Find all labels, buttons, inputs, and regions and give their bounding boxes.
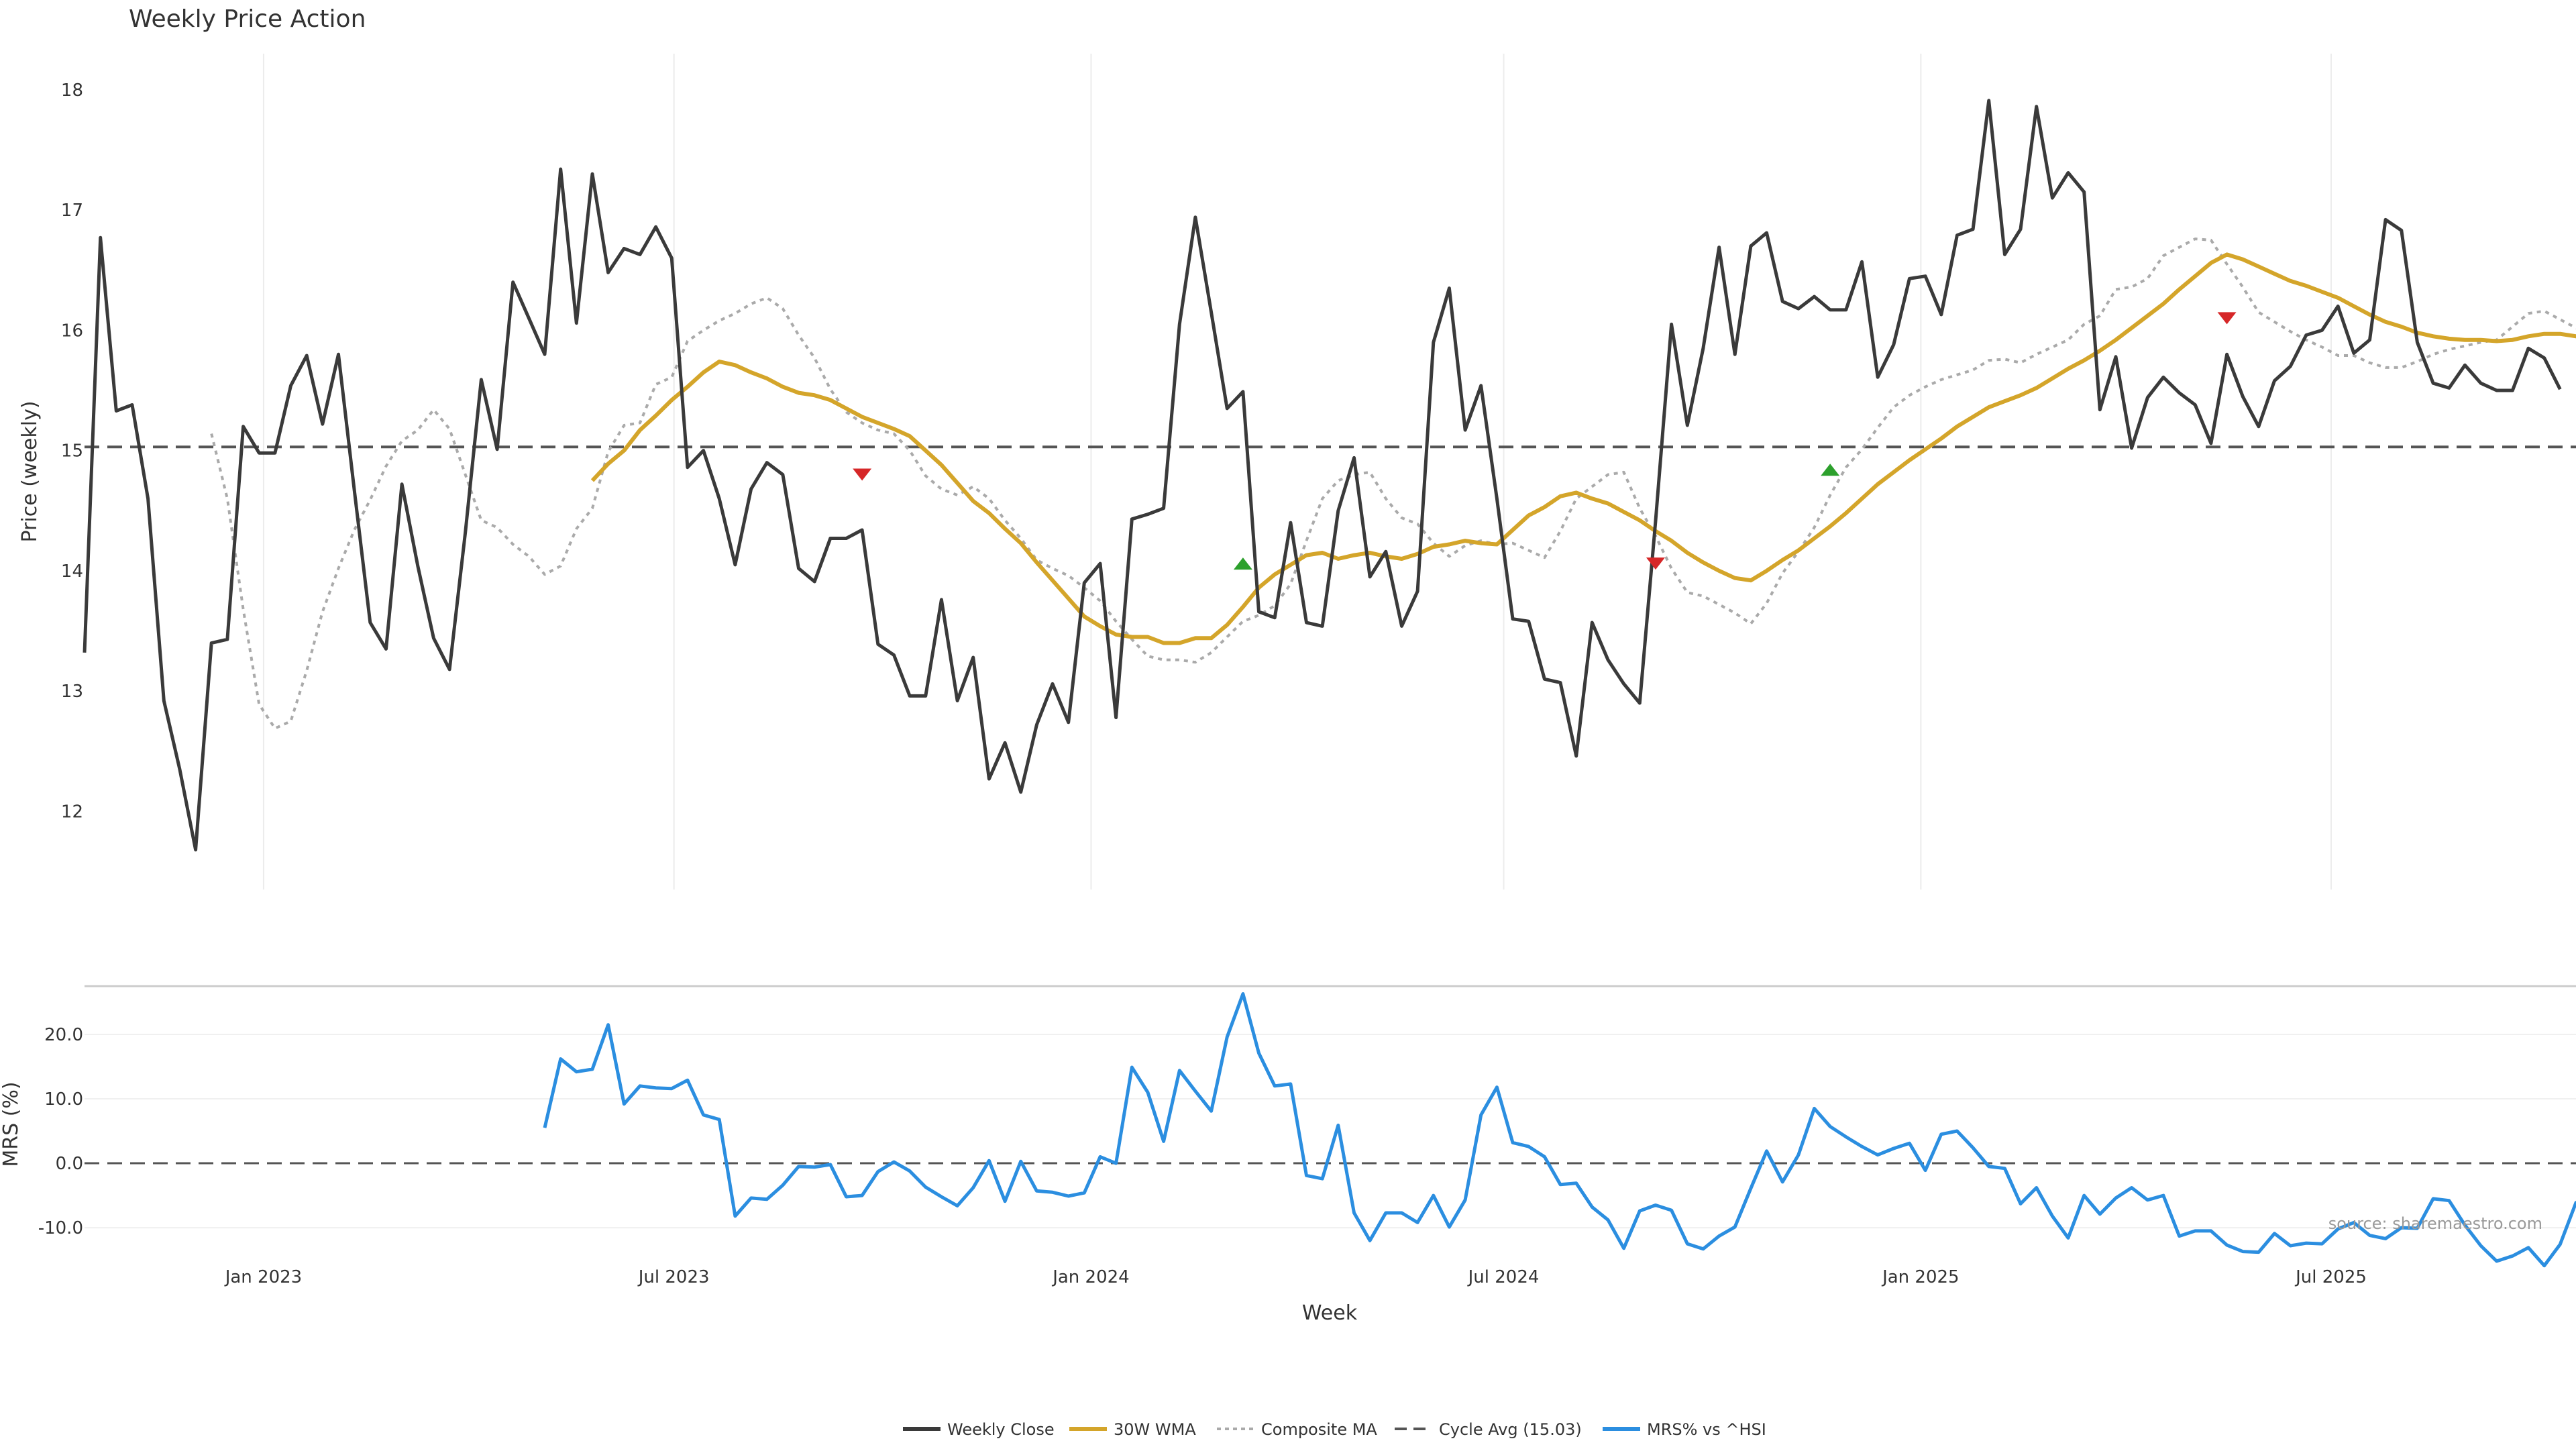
x-axis-label: Week [1302,1301,1358,1325]
price-axis-label: Price (weekly) [18,400,42,542]
x-tick-label: Jul 2023 [637,1267,710,1287]
x-tick-label: Jul 2025 [2294,1267,2367,1287]
legend-label: MRS% vs ^HSI [1647,1420,1766,1439]
legend-label: Weekly Close [947,1420,1055,1439]
signal-up-marker [1233,557,1252,570]
mrs-y-tick-label: 20.0 [44,1025,83,1045]
mrs-y-tick-label: 0.0 [56,1154,83,1174]
mrs-panel: 20.0 10.0 0.0 -10.0 [38,985,2576,1268]
x-tick-label: Jan 2025 [1881,1267,1960,1287]
price-y-tick-label: 14 [61,561,83,582]
legend-label: Composite MA [1261,1420,1377,1439]
x-tick-label: Jan 2024 [1051,1267,1130,1287]
x-axis: Jan 2023 Jul 2023 Jan 2024 Jul 2024 Jan 2025… [224,1267,2367,1287]
price-y-tick-label: 15 [61,441,83,462]
price-y-tick-label: 12 [61,802,83,822]
legend-label: 30W WMA [1114,1420,1196,1439]
signal-down-marker [853,468,872,481]
price-panel: 12 13 14 15 16 17 18 [61,80,2576,852]
grid [262,54,2332,890]
price-y-tick-label: 13 [61,682,83,702]
signal-down-marker [1646,557,1665,570]
legend-label: Cycle Avg (15.03) [1439,1420,1582,1439]
x-tick-label: Jan 2023 [224,1267,303,1287]
source-note: source: sharemaestro.com [2328,1214,2542,1233]
price-y-tick-label: 17 [61,201,83,221]
chart-title: Weekly Price Action [129,5,366,33]
composite-ma-line [210,237,2576,730]
x-tick-label: Jul 2024 [1467,1267,1540,1287]
weekly-close-line [83,99,2562,852]
legend: Weekly Close 30W WMA Composite MA Cycle Avg… [903,1420,1766,1439]
mrs-axis-label: MRS (%) [0,1081,23,1167]
signal-up-marker [1821,464,1840,476]
mrs-y-tick-label: -10.0 [38,1218,83,1238]
price-y-tick-label: 18 [61,80,83,101]
mrs-line [543,992,2576,1268]
mrs-y-tick-label: 10.0 [44,1089,83,1110]
signal-down-marker [2217,312,2237,325]
price-y-tick-label: 16 [61,321,83,341]
wma-30w-line [590,252,2576,645]
